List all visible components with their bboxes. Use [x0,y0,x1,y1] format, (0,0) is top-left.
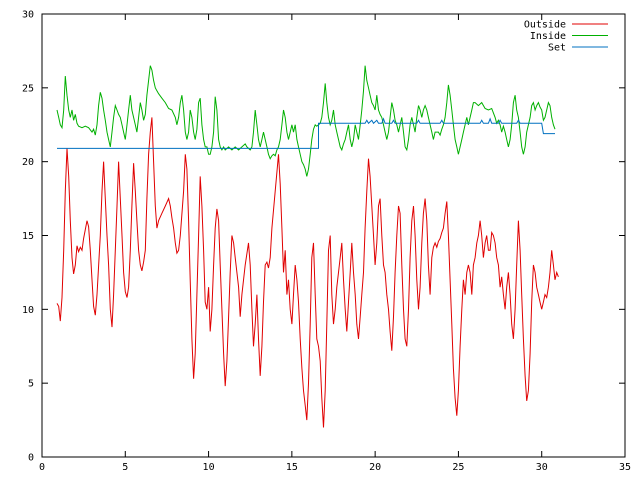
x-tick-label: 15 [286,462,298,473]
y-tick-label: 15 [22,231,34,242]
legend-label-set: Set [548,43,566,54]
legend-label-outside: Outside [524,20,566,31]
series-line-inside [56,65,556,177]
x-tick-label: 10 [203,462,215,473]
x-tick-label: 25 [452,462,464,473]
x-tick-label: 0 [39,462,45,473]
plot-frame [41,13,626,458]
y-tick-label: 10 [22,305,34,316]
axis-ticks: 0 5 10 15 20 25 30 35 0 5 10 15 20 25 30 [22,10,631,474]
y-tick-label: 0 [28,453,34,464]
x-tick-label: 35 [619,462,631,473]
legend-label-inside: Inside [530,31,566,42]
y-tick-label: 5 [28,379,34,390]
x-tick-label: 20 [369,462,381,473]
series-line-outside [56,117,559,428]
series-lines [56,65,559,428]
series-line-set [57,117,555,149]
x-tick-label: 30 [536,462,548,473]
y-tick-label: 25 [22,83,34,94]
y-tick-label: 20 [22,157,34,168]
x-tick-label: 5 [122,462,128,473]
y-tick-label: 30 [22,10,34,21]
